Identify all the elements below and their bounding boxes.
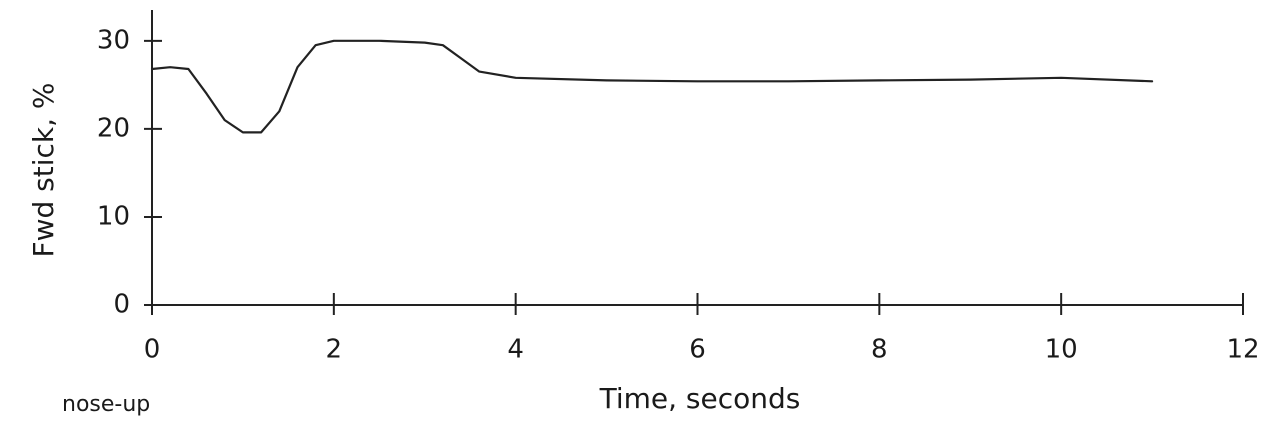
x-tick-label: 12	[1226, 335, 1259, 365]
y-tick-label: 30	[97, 25, 130, 55]
x-tick-label: 2	[326, 335, 343, 365]
y-tick-label: 0	[113, 290, 130, 320]
x-tick-label: 6	[689, 335, 706, 365]
x-axis-title: Time, seconds	[599, 382, 801, 415]
x-tick-label: 0	[144, 335, 161, 365]
x-tick-label: 8	[871, 335, 888, 365]
y-axis-title: Fwd stick, %	[27, 82, 60, 257]
annotation: nose-up	[62, 392, 150, 417]
x-tick-label: 4	[507, 335, 524, 365]
y-tick-label: 10	[97, 201, 130, 231]
y-tick-label: 20	[97, 113, 130, 143]
x-tick-label: 10	[1045, 335, 1078, 365]
line	[150, 39, 1154, 134]
